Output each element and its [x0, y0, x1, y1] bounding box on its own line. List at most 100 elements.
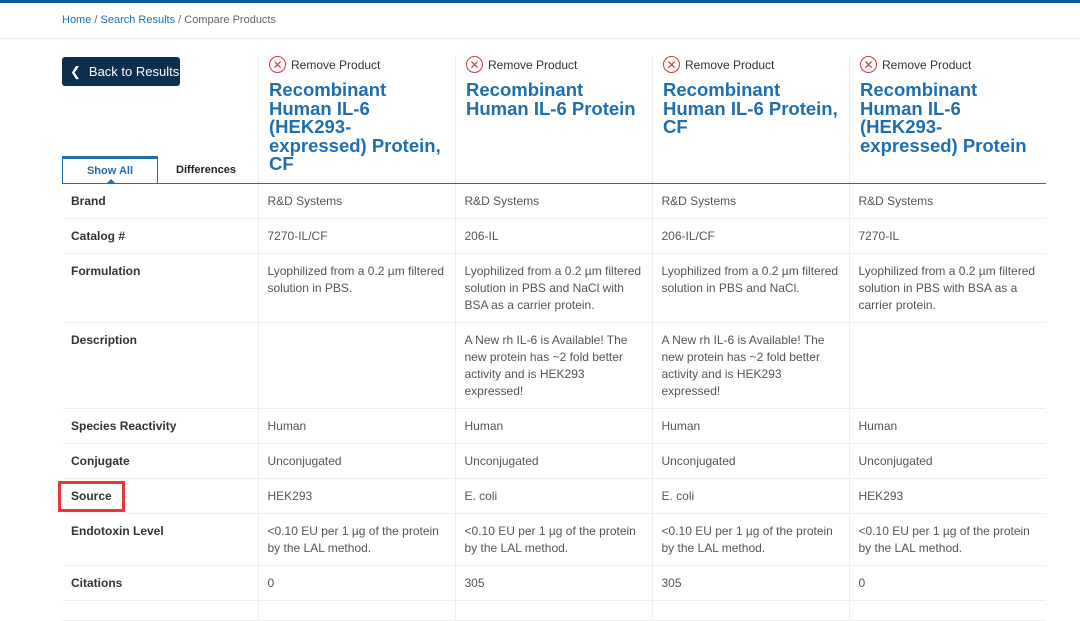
- cell-value: Unconjugated: [848, 443, 1046, 479]
- close-circle-icon: ✕: [860, 56, 877, 73]
- cell-value: [848, 600, 1046, 621]
- cell-value: 305: [651, 565, 849, 601]
- row-label: [62, 600, 258, 621]
- remove-label: Remove Product: [685, 57, 775, 72]
- row-label-text: Endotoxin Level: [71, 524, 164, 538]
- cell-value: [848, 322, 1046, 409]
- row-label: Description: [62, 322, 258, 409]
- table-row: Formulation Lyophilized from a 0.2 µm fil…: [62, 253, 1046, 323]
- product-column-header: ✕ Remove Product Recombinant Human IL-6 Pr…: [455, 56, 652, 183]
- cell-value: <0.10 EU per 1 µg of the protein by the …: [454, 513, 652, 566]
- product-title[interactable]: Recombinant Human IL-6 Protein: [466, 79, 636, 119]
- remove-product-button[interactable]: ✕ Remove Product: [269, 56, 445, 73]
- product-title[interactable]: Recombinant Human IL-6 (HEK293-expressed…: [269, 79, 441, 174]
- cell-value: Unconjugated: [651, 443, 849, 479]
- top-bar: [0, 0, 1080, 3]
- table-row: Brand R&D Systems R&D Systems R&D Systems R&…: [62, 184, 1046, 219]
- cell-value: E. coli: [651, 478, 849, 514]
- cell-value: Human: [257, 408, 455, 444]
- table-row: Conjugate Unconjugated Unconjugated Unconju…: [62, 443, 1046, 479]
- cell-value: [257, 600, 455, 621]
- cell-value: [651, 600, 849, 621]
- cell-value: E. coli: [454, 478, 652, 514]
- table-row: Catalog # 7270-IL/CF 206-IL 206-IL/CF 7270-I…: [62, 218, 1046, 254]
- back-label: Back to Results: [88, 64, 180, 79]
- close-circle-icon: ✕: [269, 56, 286, 73]
- cell-value: R&D Systems: [651, 184, 849, 219]
- product-title[interactable]: Recombinant Human IL-6 (HEK293-expressed…: [860, 79, 1027, 156]
- cell-value: Lyophilized from a 0.2 µm filtered solut…: [848, 253, 1046, 323]
- cell-value: <0.10 EU per 1 µg of the protein by the …: [848, 513, 1046, 566]
- cell-value: Unconjugated: [454, 443, 652, 479]
- row-label: Catalog #: [62, 218, 258, 254]
- cell-value: Lyophilized from a 0.2 µm filtered solut…: [257, 253, 455, 323]
- row-label: Formulation: [62, 253, 258, 323]
- product-title[interactable]: Recombinant Human IL-6 Protein, CF: [663, 79, 838, 137]
- cell-value: HEK293: [848, 478, 1046, 514]
- table-row: Species Reactivity Human Human Human Human: [62, 408, 1046, 444]
- cell-value: R&D Systems: [454, 184, 652, 219]
- back-to-results-button[interactable]: ❮ Back to Results: [62, 57, 180, 86]
- remove-label: Remove Product: [488, 57, 578, 72]
- row-label: Species Reactivity: [62, 408, 258, 444]
- cell-value: [454, 600, 652, 621]
- cell-value: 7270-IL/CF: [257, 218, 455, 254]
- cell-value: 0: [848, 565, 1046, 601]
- breadcrumb-search-results[interactable]: Search Results: [100, 14, 176, 26]
- product-column-header: ✕ Remove Product Recombinant Human IL-6 (H…: [849, 56, 1046, 183]
- table-row: [62, 600, 1046, 621]
- row-label: Brand: [62, 184, 258, 219]
- cell-value: 0: [257, 565, 455, 601]
- table-row: Endotoxin Level <0.10 EU per 1 µg of the …: [62, 513, 1046, 566]
- cell-value: 305: [454, 565, 652, 601]
- row-label: Endotoxin Level: [62, 513, 258, 566]
- remove-product-button[interactable]: ✕ Remove Product: [663, 56, 839, 73]
- cell-value: 7270-IL: [848, 218, 1046, 254]
- tab-show-all[interactable]: Show All: [62, 156, 158, 183]
- cell-value: Human: [454, 408, 652, 444]
- row-label-text: Species Reactivity: [71, 419, 177, 433]
- row-label-text: Description: [71, 333, 138, 347]
- product-column-header: ✕ Remove Product Recombinant Human IL-6 (H…: [258, 56, 455, 183]
- breadcrumb-home[interactable]: Home: [62, 14, 92, 26]
- remove-label: Remove Product: [882, 57, 972, 72]
- close-circle-icon: ✕: [663, 56, 680, 73]
- close-circle-icon: ✕: [466, 56, 483, 73]
- cell-value: R&D Systems: [848, 184, 1046, 219]
- row-label-text: Catalog #: [71, 229, 126, 243]
- comparison-table: Brand R&D Systems R&D Systems R&D Systems R&…: [58, 184, 1046, 621]
- cell-value: 206-IL: [454, 218, 652, 254]
- cell-value: Lyophilized from a 0.2 µm filtered solut…: [454, 253, 652, 323]
- row-label-text: Formulation: [71, 264, 141, 278]
- breadcrumb-current: Compare Products: [184, 14, 276, 26]
- row-label-text: Citations: [71, 576, 123, 590]
- cell-value: [257, 322, 455, 409]
- cell-value: 206-IL/CF: [651, 218, 849, 254]
- remove-product-button[interactable]: ✕ Remove Product: [860, 56, 1036, 73]
- product-column-header: ✕ Remove Product Recombinant Human IL-6 Pr…: [652, 56, 849, 183]
- row-label: Source: [58, 478, 258, 514]
- breadcrumb: Home / Search Results / Compare Products: [62, 14, 276, 26]
- cell-value: <0.10 EU per 1 µg of the protein by the …: [257, 513, 455, 566]
- view-tabs: Show All Differences: [62, 156, 258, 183]
- table-row: Citations 0 305 305 0: [62, 565, 1046, 601]
- cell-value: R&D Systems: [257, 184, 455, 219]
- cell-value: Lyophilized from a 0.2 µm filtered solut…: [651, 253, 849, 323]
- cell-value: Human: [651, 408, 849, 444]
- cell-value: A New rh IL-6 is Available! The new prot…: [651, 322, 849, 409]
- tab-differences[interactable]: Differences: [176, 163, 236, 176]
- row-label-text: Source: [58, 481, 125, 512]
- header-divider: [62, 183, 1046, 184]
- cell-value: HEK293: [257, 478, 455, 514]
- row-label: Citations: [62, 565, 258, 601]
- cell-value: Unconjugated: [257, 443, 455, 479]
- table-row: Description A New rh IL-6 is Available! T…: [62, 322, 1046, 409]
- remove-product-button[interactable]: ✕ Remove Product: [466, 56, 642, 73]
- row-label-text: Conjugate: [71, 454, 130, 468]
- table-row: Source HEK293 E. coli E. coli HEK293: [58, 478, 1046, 514]
- cell-value: A New rh IL-6 is Available! The new prot…: [454, 322, 652, 409]
- row-label: Conjugate: [62, 443, 258, 479]
- divider: [0, 38, 1080, 39]
- remove-label: Remove Product: [291, 57, 381, 72]
- chevron-left-icon: ❮: [70, 63, 81, 79]
